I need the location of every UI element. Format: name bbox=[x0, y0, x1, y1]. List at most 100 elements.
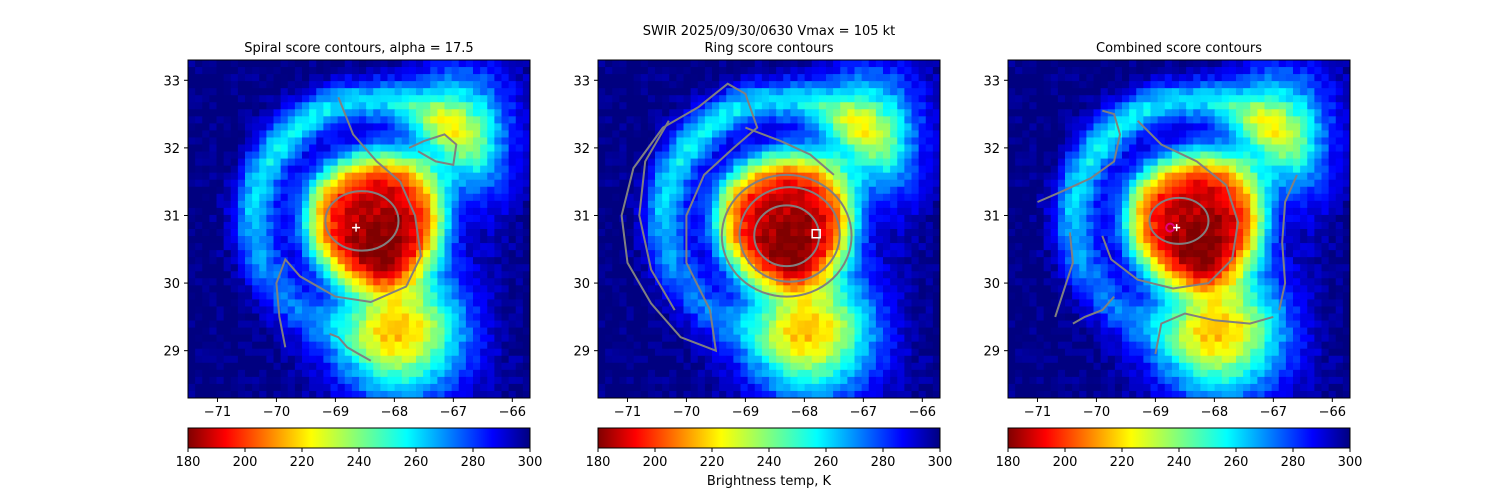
heatmap-cell bbox=[188, 271, 196, 279]
heatmap-cell bbox=[804, 116, 813, 124]
heatmap-cell bbox=[840, 60, 848, 68]
heatmap-cell bbox=[480, 137, 488, 145]
heatmap-cell bbox=[655, 67, 663, 75]
heatmap-cell bbox=[408, 151, 417, 160]
heatmap-cell bbox=[337, 109, 346, 117]
heatmap-cell bbox=[776, 369, 784, 378]
heatmap-cell bbox=[647, 88, 656, 96]
heatmap-cell bbox=[465, 60, 474, 68]
heatmap-cell bbox=[387, 95, 396, 103]
heatmap-cell bbox=[804, 390, 813, 399]
heatmap-cell bbox=[373, 229, 381, 237]
heatmap-cell bbox=[904, 306, 913, 314]
heatmap-cell bbox=[245, 292, 253, 300]
heatmap-cell bbox=[423, 299, 431, 307]
heatmap-cell bbox=[465, 313, 474, 322]
heatmap-cell bbox=[712, 221, 720, 230]
heatmap-cell bbox=[508, 179, 517, 188]
heatmap-cell bbox=[473, 109, 481, 117]
heatmap-cell bbox=[408, 292, 417, 300]
heatmap-cell bbox=[266, 306, 275, 314]
heatmap-cell bbox=[697, 362, 706, 371]
heatmap-cell bbox=[444, 299, 453, 307]
heatmap-cell bbox=[294, 214, 303, 223]
heatmap-cell bbox=[465, 320, 474, 329]
heatmap-cell bbox=[726, 348, 734, 357]
heatmap-cell bbox=[380, 67, 389, 75]
heatmap-cell bbox=[501, 109, 510, 117]
heatmap-cell bbox=[202, 144, 210, 153]
heatmap-cell bbox=[522, 348, 531, 357]
heatmap-cell bbox=[487, 200, 495, 209]
heatmap-cell bbox=[840, 355, 848, 364]
heatmap-cell bbox=[202, 151, 210, 160]
heatmap-cell bbox=[480, 229, 488, 237]
heatmap-cell bbox=[323, 250, 332, 258]
heatmap-cell bbox=[890, 334, 898, 343]
heatmap-cell bbox=[626, 341, 635, 350]
heatmap-cell bbox=[273, 116, 282, 124]
heatmap-cell bbox=[847, 250, 856, 258]
heatmap-cell bbox=[619, 67, 628, 75]
heatmap-cell bbox=[776, 376, 784, 385]
heatmap-cell bbox=[280, 102, 289, 110]
heatmap-cell bbox=[316, 383, 324, 392]
heatmap-cell bbox=[266, 67, 275, 75]
heatmap-cell bbox=[619, 299, 628, 307]
heatmap-cell bbox=[598, 390, 606, 399]
heatmap-cell bbox=[669, 74, 677, 82]
heatmap-cell bbox=[712, 348, 720, 357]
heatmap-cell bbox=[633, 383, 642, 392]
heatmap-cell bbox=[195, 109, 203, 117]
heatmap-cell bbox=[294, 221, 303, 230]
heatmap-cell bbox=[351, 250, 360, 258]
heatmap-cell bbox=[458, 144, 467, 153]
heatmap-cell bbox=[508, 144, 517, 153]
heatmap-cell bbox=[662, 172, 670, 181]
heatmap-cell bbox=[401, 376, 410, 385]
heatmap-cell bbox=[740, 116, 749, 124]
heatmap-cell bbox=[366, 299, 374, 307]
heatmap-cell bbox=[366, 306, 374, 314]
heatmap-cell bbox=[690, 292, 699, 300]
heatmap-cell bbox=[669, 334, 677, 343]
heatmap-cell bbox=[633, 271, 642, 279]
heatmap-cell bbox=[416, 123, 424, 131]
heatmap-cell bbox=[416, 214, 424, 223]
heatmap-cell bbox=[612, 116, 620, 124]
heatmap-cell bbox=[394, 60, 403, 68]
heatmap-cell bbox=[776, 172, 784, 181]
heatmap-cell bbox=[761, 193, 770, 202]
heatmap-cell bbox=[733, 229, 742, 237]
heatmap-cell bbox=[430, 348, 438, 357]
heatmap-cell bbox=[380, 165, 389, 174]
heatmap-cell bbox=[619, 369, 628, 378]
heatmap-cell bbox=[266, 243, 275, 251]
heatmap-cell bbox=[487, 327, 495, 336]
heatmap-cell bbox=[883, 362, 891, 371]
heatmap-cell bbox=[237, 369, 246, 378]
heatmap-cell bbox=[216, 193, 225, 202]
heatmap-cell bbox=[280, 74, 289, 82]
heatmap-cell bbox=[465, 327, 474, 336]
heatmap-cell bbox=[522, 250, 531, 258]
heatmap-cell bbox=[626, 102, 635, 110]
heatmap-cell bbox=[890, 257, 898, 265]
heatmap-cell bbox=[669, 278, 677, 286]
heatmap-cell bbox=[783, 144, 791, 153]
heatmap-cell bbox=[195, 193, 203, 202]
heatmap-cell bbox=[515, 383, 524, 392]
heatmap-cell bbox=[1271, 81, 1280, 89]
heatmap-cell bbox=[230, 130, 239, 138]
heatmap-cell bbox=[662, 348, 670, 357]
heatmap-cell bbox=[408, 221, 417, 230]
heatmap-cell bbox=[626, 257, 635, 265]
heatmap-cell bbox=[451, 193, 460, 202]
heatmap-cell bbox=[747, 285, 756, 293]
heatmap-cell bbox=[401, 278, 410, 286]
heatmap-cell bbox=[818, 327, 827, 336]
heatmap-cell bbox=[230, 179, 239, 188]
heatmap-cell bbox=[804, 207, 813, 216]
heatmap-cell bbox=[854, 264, 863, 272]
heatmap-cell bbox=[647, 362, 656, 371]
